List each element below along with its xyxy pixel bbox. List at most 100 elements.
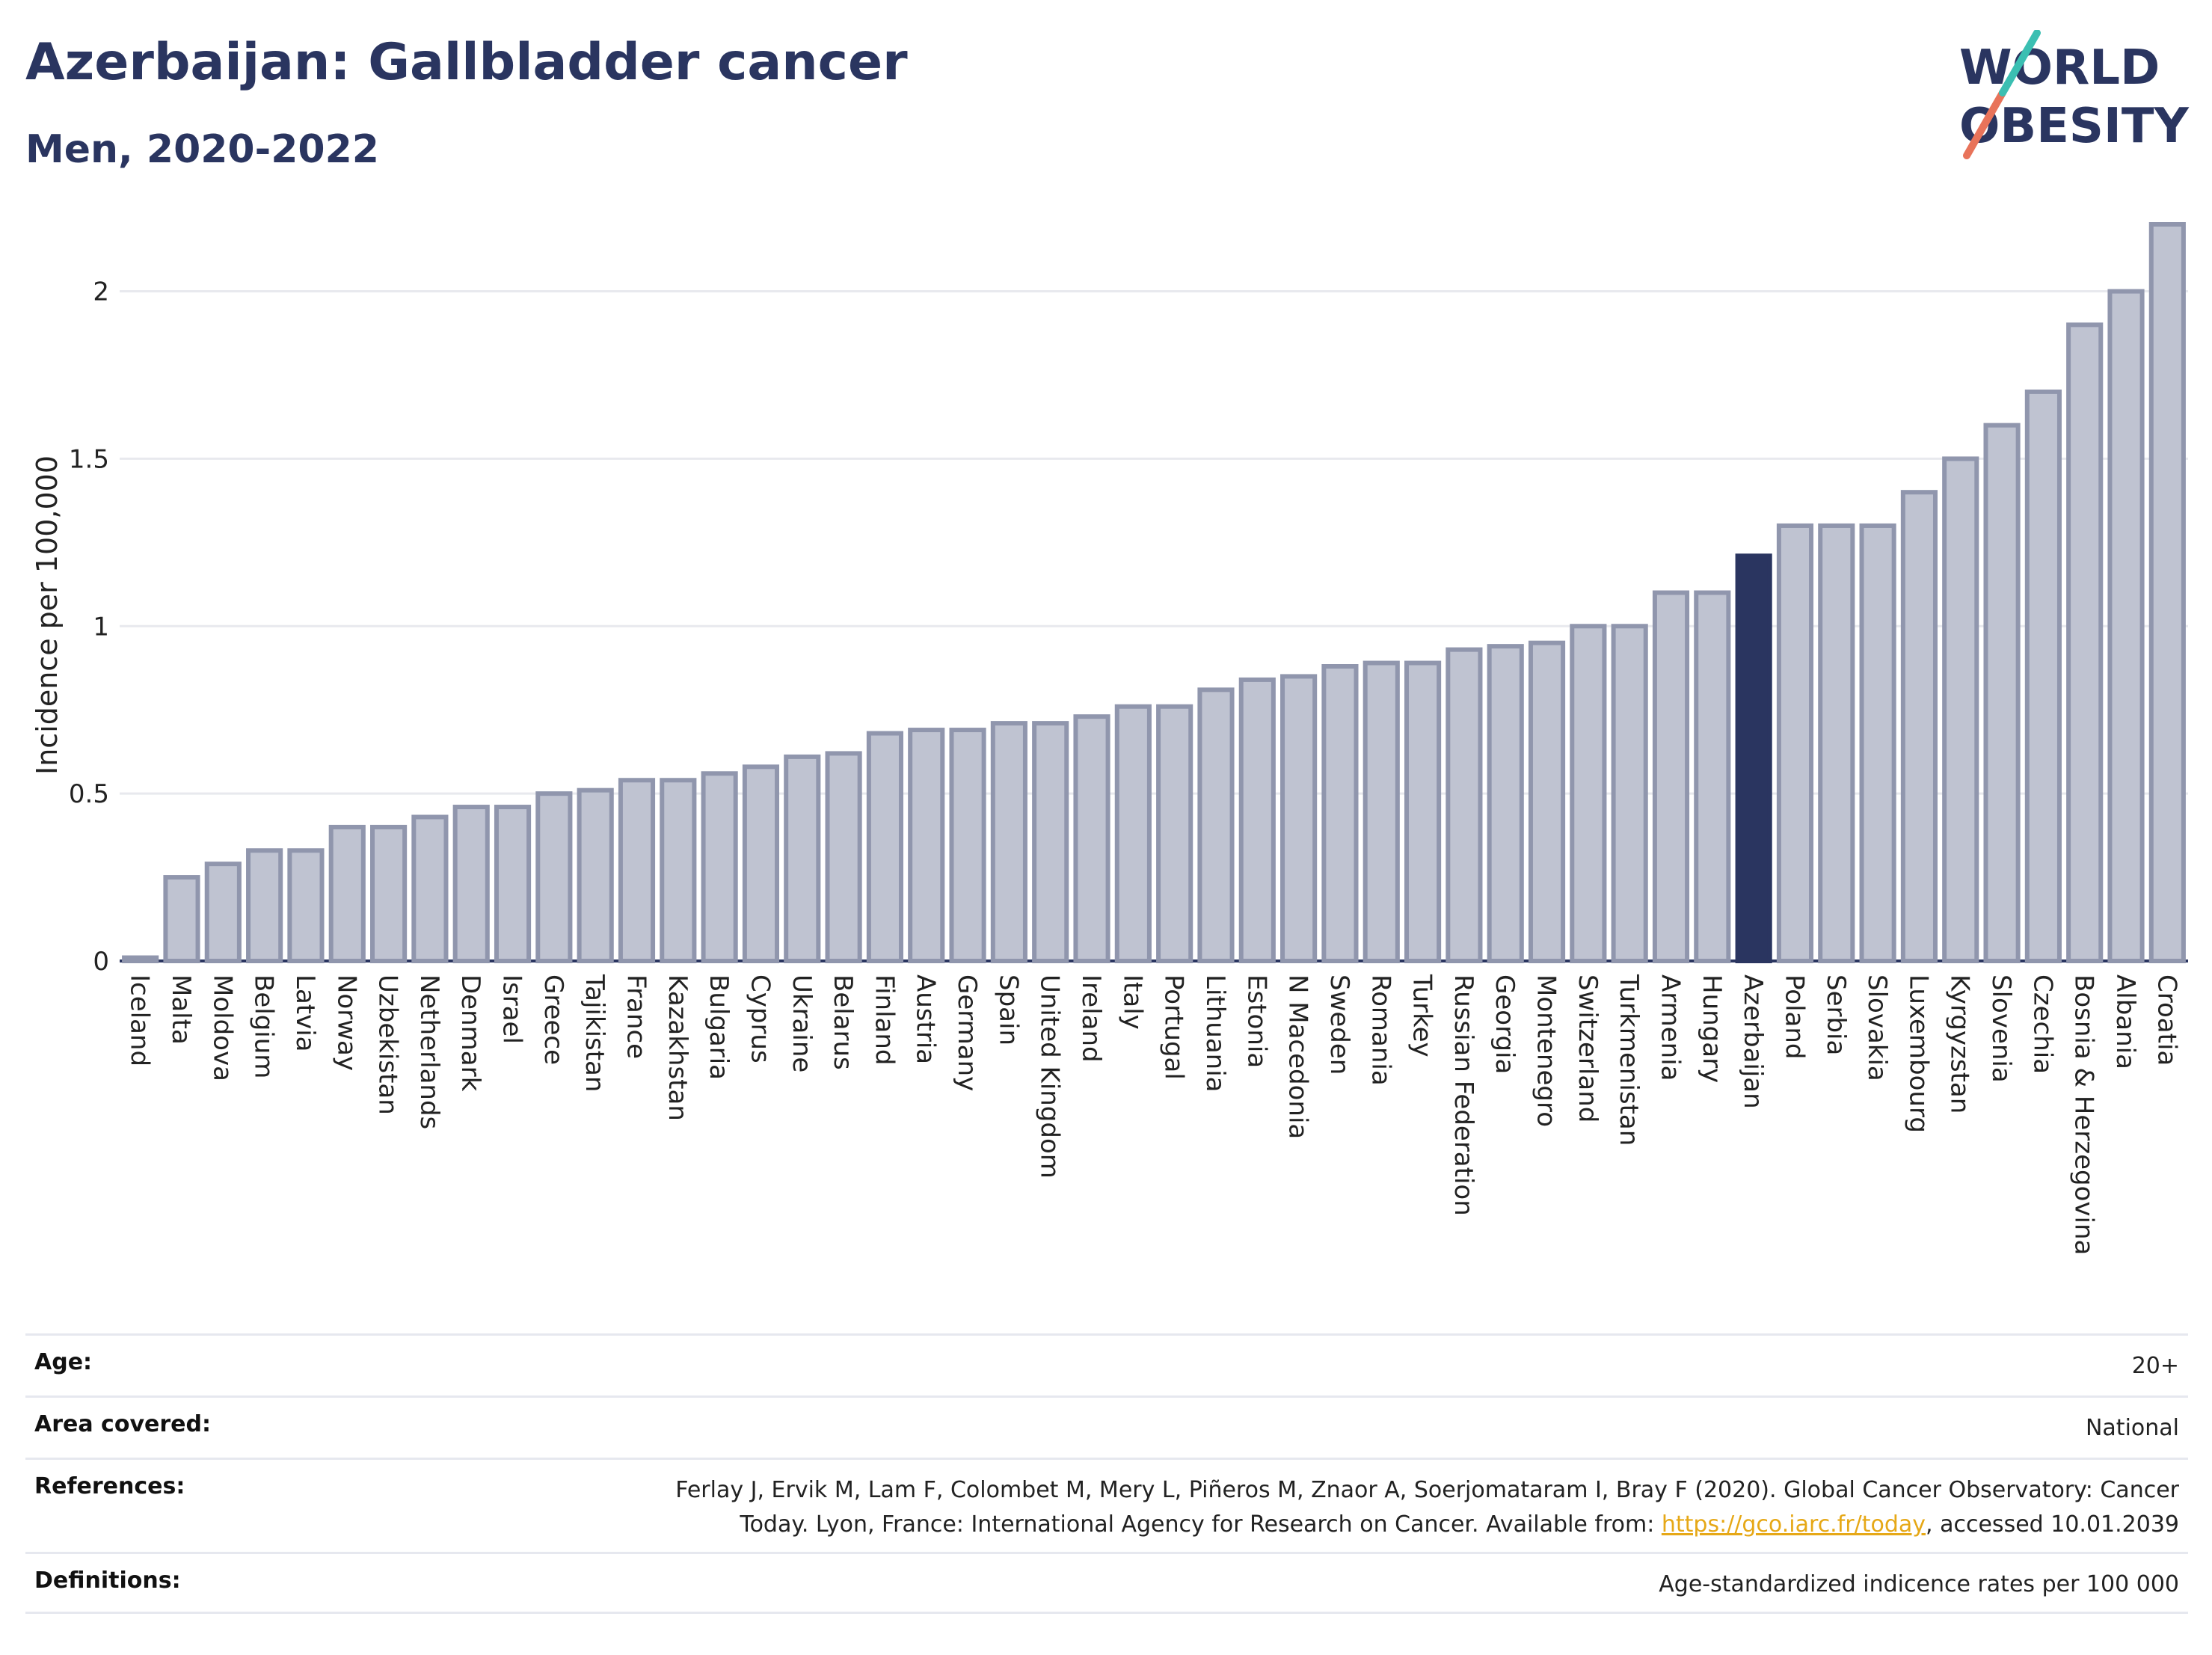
bar-serbia [1818,523,1855,963]
category-label: Slovenia [1986,974,2016,1083]
meta-value-area: National [2085,1415,2179,1441]
y-tick-label: 0.5 [69,779,109,809]
category-label: Germany [952,974,982,1091]
reference-text: Ferlay J, Ervik M, Lam F, Colombet M, Me… [675,1477,2179,1538]
meta-label-definitions: Definitions: [34,1568,181,1594]
bar-kazakhstan [660,778,697,964]
bar-kyrgyzstan [1942,456,1979,963]
category-label: Bulgaria [704,974,734,1080]
category-label: Sweden [1324,974,1354,1075]
bar-czechia [2024,389,2062,963]
metadata-table: Age: 20+ Area covered: National Referenc… [25,1333,2188,1614]
category-label: Austria [911,974,941,1064]
category-label: Albania [2110,974,2140,1069]
bar-turkey [1404,660,1442,963]
bar-portugal [1156,704,1193,964]
world-obesity-logo: WORLD OBESITY [1959,30,2189,159]
page-title: Azerbaijan: Gallbladder cancer [25,33,908,92]
bar-azerbaijan [1735,553,1772,963]
bar-belarus [825,751,862,964]
bar-estonia [1238,677,1276,964]
bar-denmark [452,805,490,963]
category-label: Finland [869,974,899,1066]
category-label: Luxembourg [1903,974,1933,1133]
bar-united-kingdom [1032,721,1069,963]
category-label: Serbia [1821,974,1851,1055]
bar-belgium [246,848,283,963]
category-labels: Iceland Malta Moldova Belgium Latvia Norway Uz… [125,974,2182,1255]
bar-italy [1114,704,1152,964]
category-label: United Kingdom [1035,974,1065,1179]
category-label: Montenegro [1531,974,1561,1127]
category-label: Armenia [1656,974,1686,1081]
bar-armenia [1652,590,1690,963]
logo-slash-teal [1999,30,2041,96]
bar-lithuania [1197,687,1235,963]
bar-hungary [1694,590,1731,963]
y-tick-label: 1.5 [69,444,109,474]
category-label: Iceland [125,974,155,1066]
category-label: Greece [538,974,568,1065]
meta-row-area: Area covered: National [25,1395,2188,1458]
y-axis-title: Incidence per 100,000 [31,455,64,775]
bar-turkmenistan [1611,624,1648,963]
category-label: Portugal [1159,974,1189,1080]
bar-russian-federation [1446,647,1483,963]
bar-moldova [204,862,242,963]
category-label: Belgium [249,974,279,1078]
reference-suffix: , accessed 10.01.2039 [1926,1511,2179,1538]
category-label: Azerbaijan [1738,974,1768,1109]
bar-poland [1776,523,1814,963]
meta-row-age: Age: 20+ [25,1333,2188,1395]
category-label: Denmark [455,974,485,1092]
bar-slovenia [1983,423,2021,963]
bar-bosnia-herzegovina [2066,322,2104,963]
category-label: Russian Federation [1448,974,1478,1216]
category-label: Latvia [290,974,320,1052]
bar-croatia [2148,222,2186,963]
category-label: Switzerland [1573,974,1603,1123]
bar-montenegro [1528,640,1566,964]
bar-cyprus [742,764,780,964]
category-label: Czechia [2027,974,2057,1074]
bar-spain [990,721,1027,963]
category-label: N Macedonia [1283,974,1313,1139]
meta-row-definitions: Definitions: Age-standardized indicence … [25,1552,2188,1614]
meta-value-definitions: Age-standardized indicence rates per 100… [1659,1571,2179,1597]
reference-link[interactable]: https://gco.iarc.fr/today [1661,1511,1926,1538]
bars [122,222,2186,964]
category-label: Estonia [1241,974,1271,1068]
category-label: Poland [1779,974,1809,1060]
category-label: Ukraine [787,974,817,1072]
category-label: Tajikistan [580,974,609,1092]
category-label: Bosnia & Herzegovina [2069,974,2099,1255]
category-label: Belarus [828,974,858,1070]
category-label: Norway [331,974,361,1071]
bar-slovakia [1859,523,1896,963]
category-label: Malta [166,974,196,1045]
y-tick-label: 1 [93,612,109,642]
category-label: Turkmenistan [1614,974,1644,1146]
category-label: Lithuania [1200,974,1230,1092]
category-label: Turkey [1407,974,1437,1057]
bar-greece [535,791,573,963]
bar-switzerland [1570,624,1607,963]
category-label: Georgia [1490,974,1520,1074]
bar-bulgaria [701,771,738,963]
category-label: Hungary [1697,974,1727,1083]
category-label: Cyprus [745,974,775,1063]
meta-row-references: References: Ferlay J, Ervik M, Lam F, Co… [25,1458,2188,1552]
category-label: Kyrgyzstan [1945,974,1975,1114]
category-label: Spain [993,974,1023,1045]
category-label: France [621,974,651,1059]
bar-chart: 0 0.5 1 1.5 2 Iceland Malta Moldova Belgium Latv… [31,222,2188,1255]
category-label: Moldova [207,974,237,1081]
category-label: Netherlands [414,974,444,1129]
meta-label-age: Age: [34,1349,93,1375]
bar-n-macedonia [1280,674,1318,963]
bar-ukraine [784,754,821,963]
category-label: Slovakia [1862,974,1892,1081]
bar-germany [949,728,986,963]
category-label: Israel [497,974,527,1044]
bar-finland [866,731,903,964]
